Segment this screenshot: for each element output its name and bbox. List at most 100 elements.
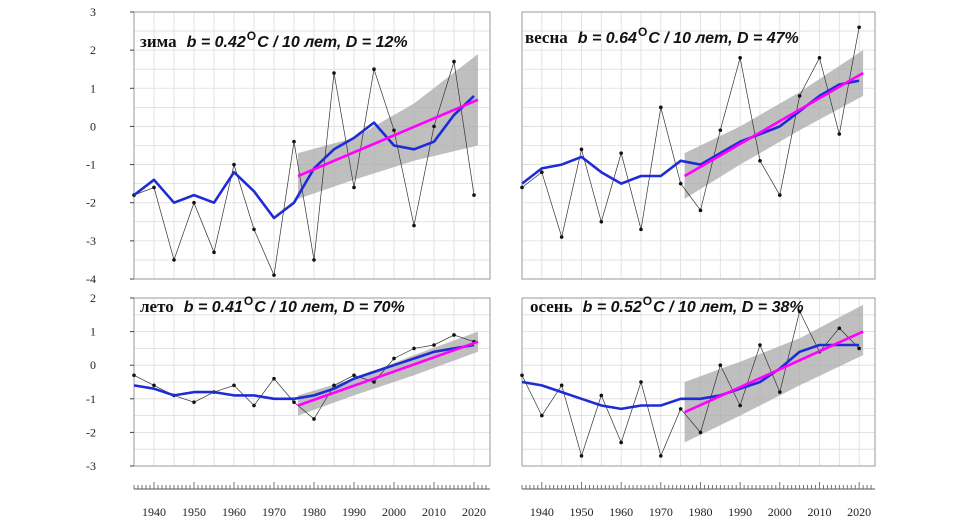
x-tick-label: 1960 <box>609 505 633 519</box>
y-tick-label: -3 <box>86 234 96 248</box>
trend-units-label: C / 10 лет, D = 12% <box>257 34 408 51</box>
season-label: лето <box>140 297 174 316</box>
annual-point <box>639 227 643 232</box>
trend-line <box>683 71 864 178</box>
annual-point <box>837 326 842 331</box>
annual-point <box>152 383 156 388</box>
trend-coefficient-label: b = 0.64 <box>578 30 637 47</box>
y-tick-label: -1 <box>86 158 96 172</box>
annual-point <box>432 343 436 347</box>
season-label: весна <box>525 28 568 47</box>
x-tick-label: 1990 <box>342 505 366 519</box>
annual-point <box>292 400 296 404</box>
y-tick-label: 2 <box>90 43 96 57</box>
y-tick-label: -4 <box>86 272 96 286</box>
spring-panel: весна b = 0.64 O C / 10 лет, D = 47% <box>520 11 876 280</box>
confidence-band <box>298 54 478 199</box>
y-tick-label: -1 <box>86 392 96 406</box>
y-tick-label: 3 <box>90 5 96 19</box>
annual-point <box>352 185 356 190</box>
y-tick-label: 2 <box>90 291 96 305</box>
annual-point <box>412 346 416 351</box>
annual-point <box>540 170 544 174</box>
annual-point <box>758 343 762 347</box>
x-tick-label: 1970 <box>262 505 286 519</box>
annual-point <box>472 193 476 197</box>
plot-frame <box>133 297 491 467</box>
x-axis-right: 1940 1950 1960 1970 1980 1990 2000 2010 2020 <box>521 482 875 519</box>
annual-point <box>837 132 842 136</box>
annual-point <box>332 71 336 75</box>
annual-point <box>352 373 356 378</box>
degree-mark: O <box>638 25 647 39</box>
x-axis-left: 1940 1950 1960 1970 1980 1990 2000 2010 2020 <box>133 482 490 519</box>
annual-point <box>718 363 723 368</box>
annual-point <box>392 356 396 361</box>
annual-point <box>738 55 742 60</box>
annual-point <box>232 162 236 167</box>
annual-point <box>192 200 196 205</box>
x-tick-label: 1980 <box>302 505 326 519</box>
annual-point <box>540 413 544 418</box>
annual-point <box>857 25 861 30</box>
annual-point <box>817 55 822 60</box>
x-tick-label: 1970 <box>649 505 673 519</box>
x-tick-label: 2020 <box>462 505 486 519</box>
annual-point <box>659 105 663 110</box>
x-tick-label: 2000 <box>382 505 406 519</box>
annual-point <box>678 407 683 411</box>
annual-point <box>212 250 216 255</box>
x-tick-label: 1980 <box>688 505 712 519</box>
x-tick-label: 1950 <box>182 505 206 519</box>
annual-point <box>639 380 643 384</box>
annual-series-line <box>133 61 475 277</box>
annual-point <box>272 376 276 381</box>
annual-point <box>619 440 623 445</box>
annual-point <box>312 258 316 262</box>
moving-average-line <box>133 343 475 401</box>
x-tick-label: 2000 <box>768 505 792 519</box>
annual-point <box>192 400 196 404</box>
annual-point <box>738 403 742 408</box>
annual-point <box>372 67 376 72</box>
annual-point <box>332 383 336 388</box>
moving-average-line <box>133 94 475 220</box>
y-tick-label: 0 <box>90 358 96 372</box>
degree-mark: O <box>244 294 253 308</box>
season-label: зима <box>140 32 177 51</box>
x-tick-label: 1940 <box>142 505 166 519</box>
annual-point <box>232 383 236 388</box>
winter-panel: 3 2 1 0 -1 -2 -3 -4 зима b = 0.42 O C / 10 лет, D =… <box>86 5 491 286</box>
annual-series-line <box>521 310 860 458</box>
annual-point <box>857 346 861 351</box>
y-tick-label: 1 <box>90 325 96 339</box>
trend-coefficient-label: b = 0.52 <box>583 299 642 316</box>
annual-point <box>698 430 703 435</box>
x-tick-label: 2010 <box>422 505 446 519</box>
annual-point <box>559 383 564 388</box>
annual-point <box>312 417 316 421</box>
annual-point <box>619 151 623 155</box>
degree-mark: O <box>643 294 652 308</box>
trend-units-label: C / 10 лет, D = 47% <box>648 30 799 47</box>
trend-units-label: C / 10 лет, D = 38% <box>653 299 804 316</box>
x-tick-label: 2020 <box>847 505 871 519</box>
annual-point <box>579 147 584 152</box>
annual-point <box>678 181 683 186</box>
trend-coefficient-label: b = 0.41 <box>184 299 243 316</box>
x-tick-label: 1960 <box>222 505 246 519</box>
annual-point <box>392 128 396 133</box>
annual-series-line <box>521 27 860 239</box>
annual-point <box>292 139 296 144</box>
trend-line <box>684 330 864 414</box>
annual-point <box>778 193 782 197</box>
annual-point <box>520 373 524 378</box>
degree-mark: O <box>247 29 256 43</box>
annual-series-line <box>133 334 475 420</box>
annual-point <box>452 59 456 64</box>
annual-point <box>778 390 782 394</box>
annual-point <box>272 273 276 277</box>
trend-coefficient-label: b = 0.42 <box>187 34 246 51</box>
plot-frame <box>521 11 876 280</box>
